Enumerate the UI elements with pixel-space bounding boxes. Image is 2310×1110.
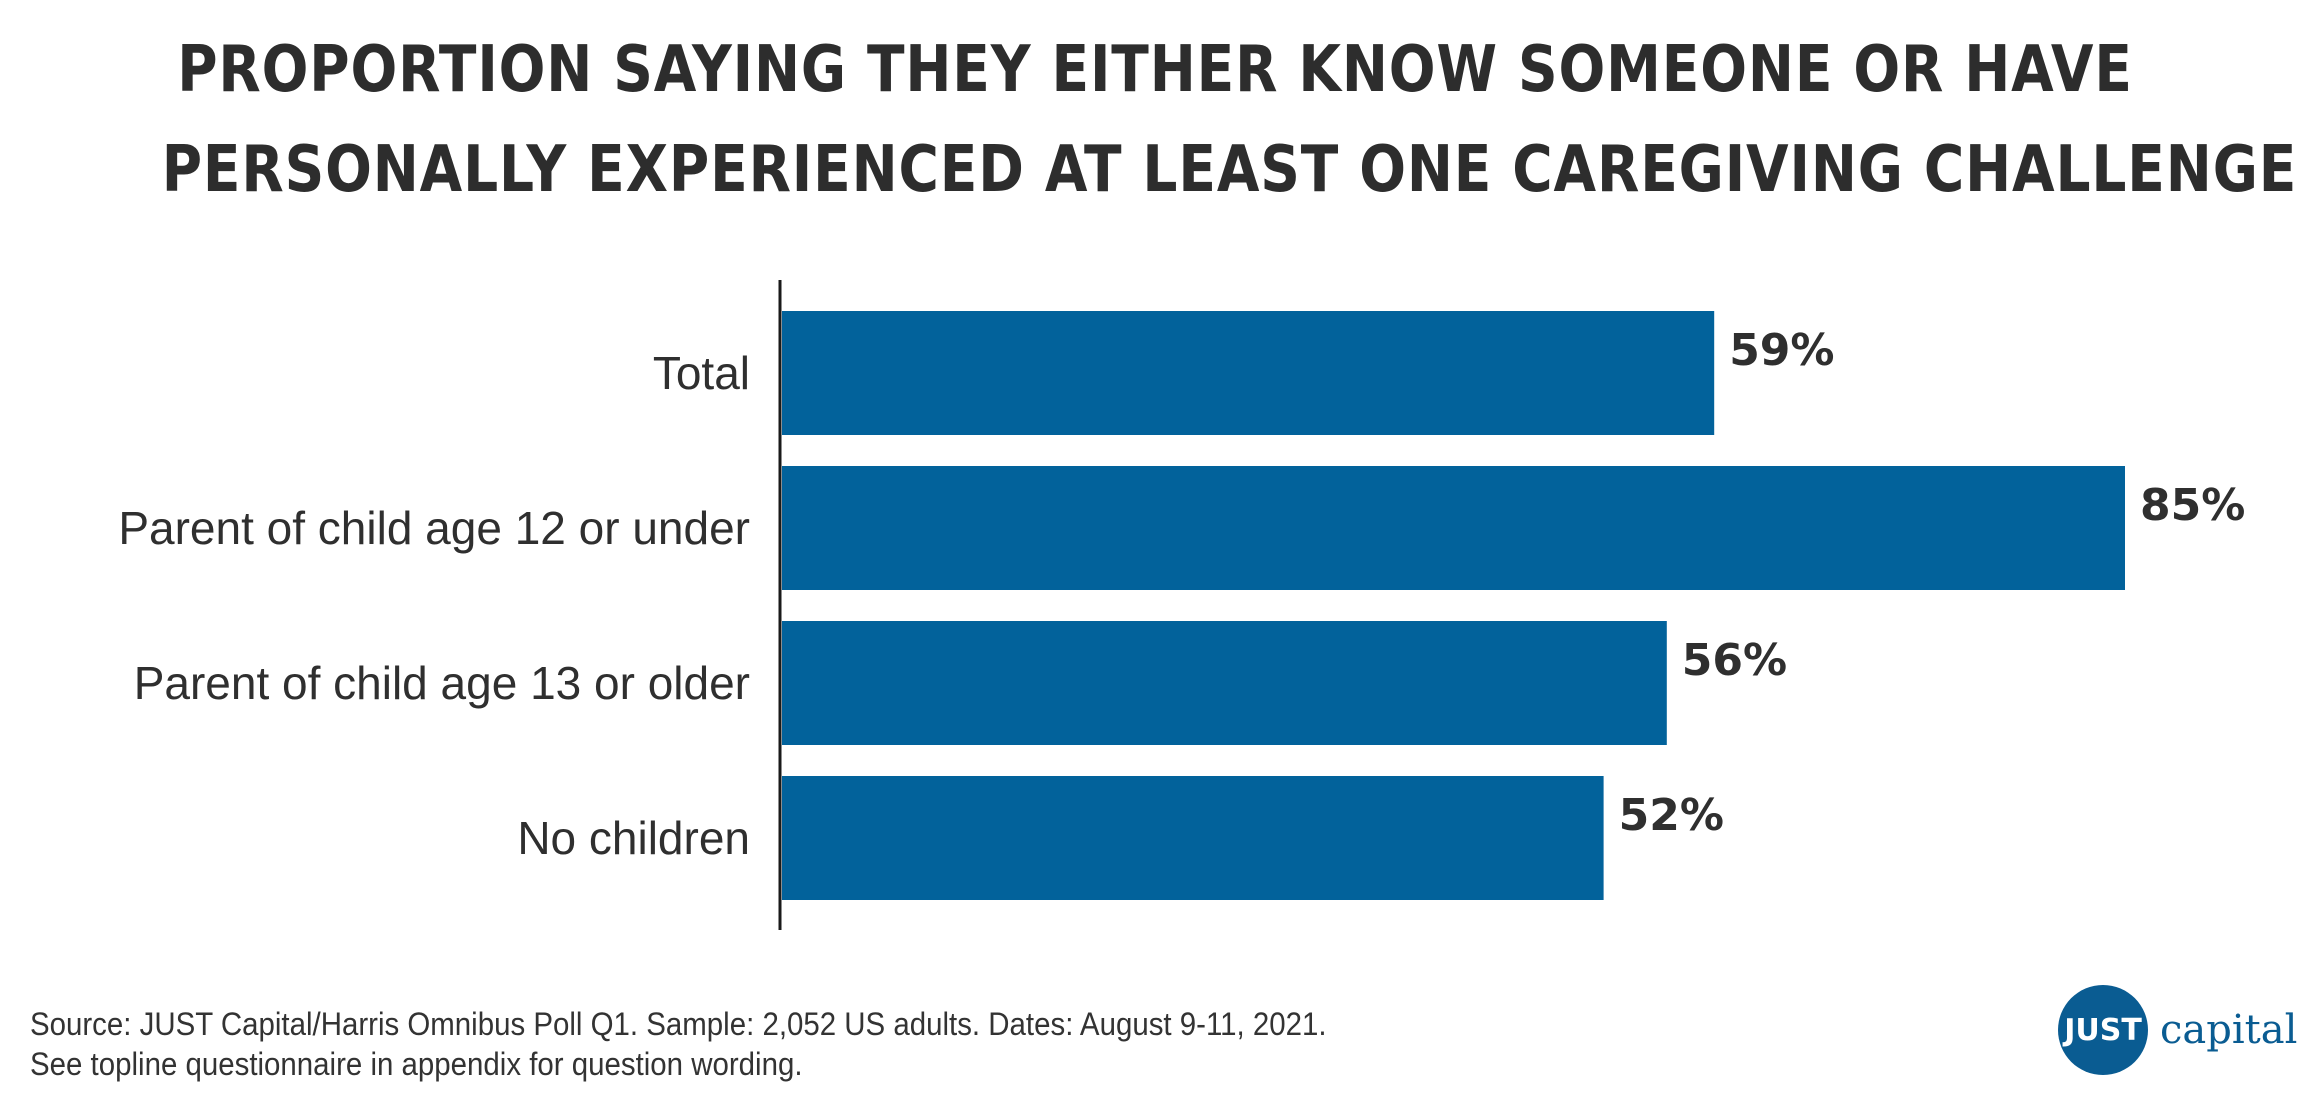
questionnaire-note: See topline questionnaire in appendix fo… <box>30 1046 803 1082</box>
category-label-1: Total <box>653 347 750 399</box>
bar-2 <box>782 466 2125 590</box>
value-label-2: 85% <box>2140 480 2245 531</box>
category-label-3: Parent of child age 13 or older <box>134 657 750 709</box>
chart-title-line-1: PROPORTION SAYING THEY EITHER KNOW SOMEO… <box>177 33 2133 107</box>
category-label-2: Parent of child age 12 or under <box>118 502 750 554</box>
source-note: Source: JUST Capital/Harris Omnibus Poll… <box>30 1004 1327 1084</box>
category-label-4: No children <box>517 812 750 864</box>
chart-title: PROPORTION SAYING THEY EITHER KNOW SOMEO… <box>161 20 2298 220</box>
value-label-4: 52% <box>1619 790 1724 841</box>
logo-wordmark: capital <box>2160 1007 2298 1053</box>
value-label-1: 59% <box>1729 325 1834 376</box>
chart-title-line-2: PERSONALLY EXPERIENCED AT LEAST ONE CARE… <box>161 133 2298 207</box>
just-capital-logo: JUST capital <box>2058 985 2297 1075</box>
logo-badge: JUST <box>2058 985 2148 1075</box>
bar-1 <box>782 311 1715 435</box>
source-line: Source: JUST Capital/Harris Omnibus Poll… <box>30 1006 1327 1042</box>
value-label-3: 56% <box>1682 635 1787 686</box>
bar-3 <box>782 621 1667 745</box>
bars-group: Total 59% Parent of child age 12 or under 8… <box>118 311 2245 900</box>
bar-4 <box>782 776 1604 900</box>
